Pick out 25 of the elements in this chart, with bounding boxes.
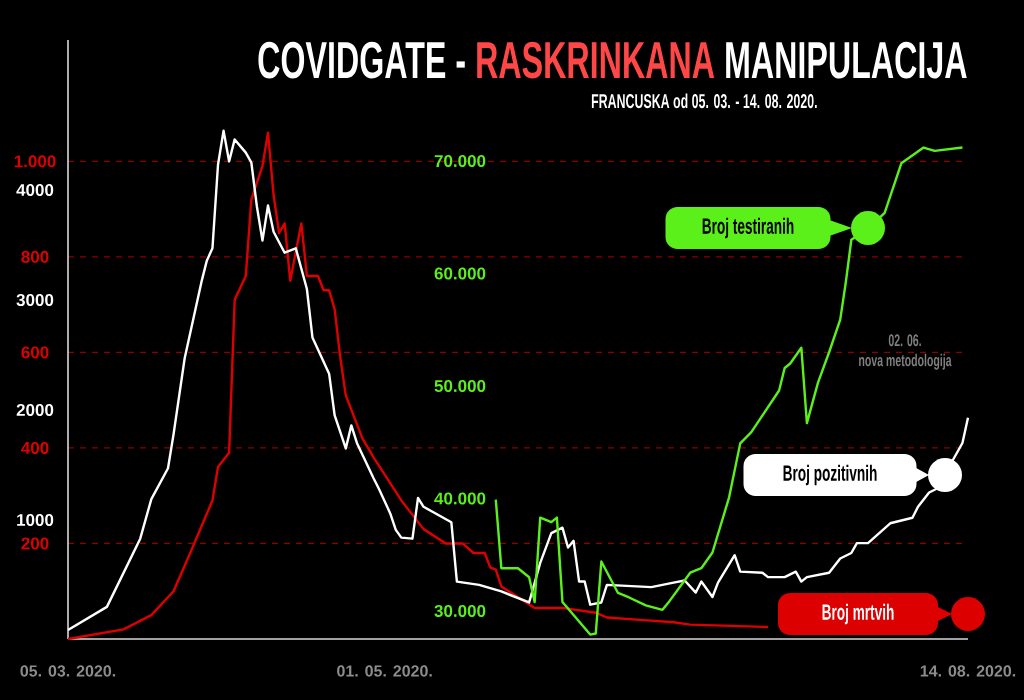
x-tick-label: 01. 05. 2020. [337,665,432,677]
annotation: nova metodologija [859,353,952,370]
y3-tick-label: 50.000 [434,380,486,393]
y3-tick-label: 40.000 [434,492,486,505]
y3-tick-label: 70.000 [434,155,486,168]
legend-label: Broj testiranih [702,217,794,239]
chart-title: COVIDGATE - RASKRINKANA MANIPULACIJA [258,41,967,79]
legend-label: Broj mrtvih [822,603,894,625]
line-series [494,146,964,636]
y2-tick-label: 3000 [16,293,54,307]
y-tick-label: 800 [21,250,49,263]
y2-tick-label: 2000 [16,403,54,416]
y-tick-label: 600 [21,346,49,359]
annotation: 02. 06. [888,334,921,347]
text: FRANCUSKA od 05. 03. - 14. 08. 2020. [591,93,817,109]
y3-tick-label: 30.000 [434,604,486,617]
legend-label: Broj pozitivnih [783,464,877,486]
y3-tick-label: 60.000 [434,267,486,280]
y2-tick-label: 1000 [17,513,54,526]
x-tick-label: 14. 08. 2020. [920,665,1016,677]
y2-tick-label: 4000 [16,184,54,197]
y-tick-label: 200 [21,537,49,550]
y-tick-label: 400 [21,441,49,454]
y-tick-label: 1.000 [14,155,56,168]
x-tick-label: 05. 03. 2020. [20,665,116,677]
